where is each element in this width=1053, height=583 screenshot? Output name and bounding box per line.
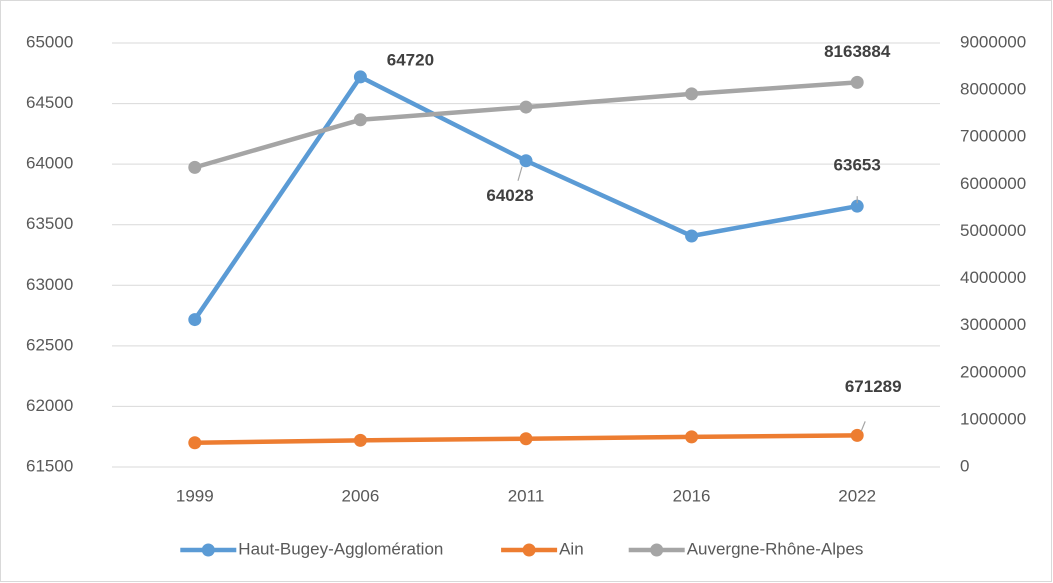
data-label: 64028 xyxy=(486,186,533,205)
legend-label: Haut-Bugey-Agglomération xyxy=(238,539,443,558)
y2-tick-label: 3000000 xyxy=(960,315,1026,334)
leader-line xyxy=(517,166,523,181)
point xyxy=(188,313,202,327)
point xyxy=(353,70,367,84)
legend-label: Ain xyxy=(559,539,584,558)
point xyxy=(188,160,202,174)
x-tick-label: 2022 xyxy=(838,486,876,505)
point xyxy=(850,199,864,213)
y-tick-label: 64500 xyxy=(26,93,73,112)
point xyxy=(353,113,367,127)
y-tick-label: 64000 xyxy=(26,154,73,173)
y2-tick-label: 5000000 xyxy=(960,221,1026,240)
y2-tick-label: 0 xyxy=(960,456,969,475)
data-label: 63653 xyxy=(834,156,881,175)
point xyxy=(850,75,864,89)
legend-marker xyxy=(650,543,664,557)
x-tick-label: 2016 xyxy=(673,486,711,505)
point xyxy=(519,100,533,114)
data-label: 64720 xyxy=(387,50,434,69)
leader-line xyxy=(860,421,866,432)
legend-label: Auvergne-Rhône-Alpes xyxy=(687,539,864,558)
point xyxy=(188,436,202,450)
x-tick-label: 2006 xyxy=(341,486,379,505)
point xyxy=(685,229,699,243)
x-tick-label: 1999 xyxy=(176,486,214,505)
point xyxy=(685,87,699,101)
y-tick-label: 63500 xyxy=(26,214,73,233)
data-label: 671289 xyxy=(845,377,902,396)
y2-tick-label: 1000000 xyxy=(960,409,1026,428)
y2-tick-label: 7000000 xyxy=(960,127,1026,146)
legend-marker xyxy=(201,543,215,557)
x-tick-label: 2011 xyxy=(508,486,545,505)
data-label: 8163884 xyxy=(824,42,891,61)
point xyxy=(519,154,533,168)
legend-marker xyxy=(522,543,536,557)
y2-tick-label: 6000000 xyxy=(960,174,1026,193)
y-tick-label: 62500 xyxy=(26,335,73,354)
y-tick-label: 62000 xyxy=(26,396,73,415)
point xyxy=(519,432,533,446)
point xyxy=(685,430,699,444)
y2-tick-label: 8000000 xyxy=(960,80,1026,99)
point xyxy=(353,433,367,447)
y-tick-label: 63000 xyxy=(26,275,73,294)
y-tick-label: 65000 xyxy=(26,32,73,51)
y2-tick-label: 2000000 xyxy=(960,362,1026,381)
point xyxy=(850,428,864,442)
y-tick-label: 61500 xyxy=(26,456,73,475)
y2-tick-label: 9000000 xyxy=(960,32,1026,51)
y2-tick-label: 4000000 xyxy=(960,268,1026,287)
